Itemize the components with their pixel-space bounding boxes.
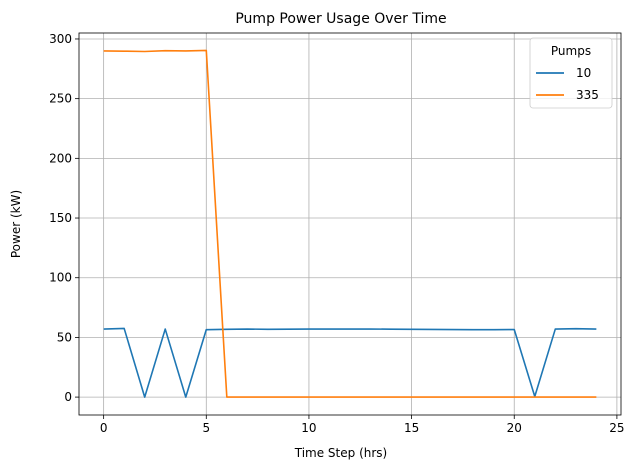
x-tick-label: 0 bbox=[100, 421, 108, 435]
x-tick-label: 25 bbox=[609, 421, 624, 435]
legend-label-series-1: 10 bbox=[576, 66, 591, 80]
x-tick-label: 5 bbox=[202, 421, 210, 435]
x-axis-ticks: 0 5 10 15 20 25 bbox=[100, 415, 625, 435]
legend-title: Pumps bbox=[551, 44, 591, 58]
y-tick-label: 300 bbox=[49, 32, 72, 46]
grid bbox=[79, 33, 621, 415]
x-tick-label: 10 bbox=[301, 421, 316, 435]
legend: Pumps 10 335 bbox=[529, 37, 613, 109]
y-tick-label: 150 bbox=[49, 211, 72, 225]
y-tick-label: 50 bbox=[57, 330, 72, 344]
legend-box bbox=[529, 37, 613, 109]
legend-label-series-2: 335 bbox=[576, 88, 599, 102]
y-tick-label: 250 bbox=[49, 92, 72, 106]
y-tick-label: 100 bbox=[49, 271, 72, 285]
y-tick-label: 0 bbox=[64, 390, 72, 404]
y-axis-ticks: 0 50 100 150 200 250 300 bbox=[49, 32, 79, 404]
y-axis-label: Power (kW) bbox=[9, 190, 23, 258]
y-tick-label: 200 bbox=[49, 151, 72, 165]
x-tick-label: 20 bbox=[507, 421, 522, 435]
series-lines bbox=[103, 49, 597, 398]
plot-frame bbox=[78, 32, 622, 416]
x-tick-label: 15 bbox=[404, 421, 419, 435]
series-line-2 bbox=[103, 49, 597, 398]
series-line-1 bbox=[103, 327, 597, 398]
chart-title: Pump Power Usage Over Time bbox=[235, 11, 446, 27]
x-axis-label: Time Step (hrs) bbox=[294, 446, 387, 460]
